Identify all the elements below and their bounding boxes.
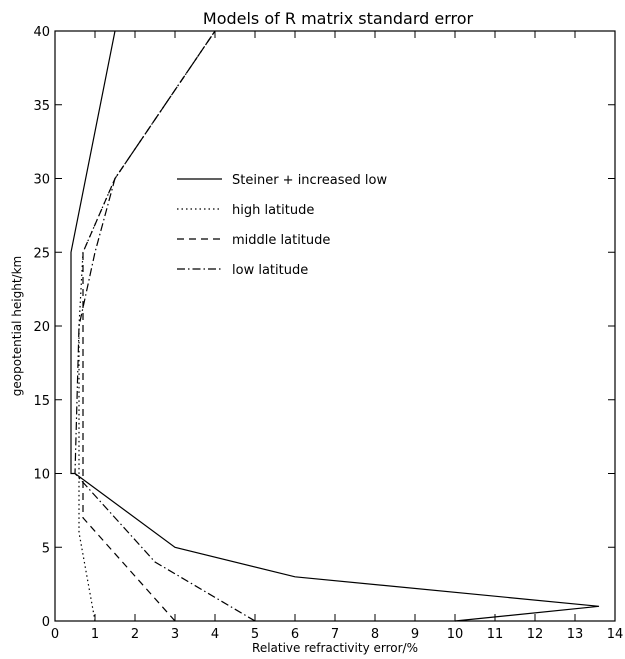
legend-label: high latitude bbox=[232, 203, 314, 218]
x-tick-label: 2 bbox=[131, 627, 139, 642]
x-tick-label: 5 bbox=[251, 627, 259, 642]
y-tick-label: 20 bbox=[33, 320, 50, 335]
legend: Steiner + increased low high latitude midd… bbox=[177, 173, 387, 278]
y-tick-label: 25 bbox=[33, 246, 50, 261]
legend-label: middle latitude bbox=[232, 233, 330, 248]
y-tick-label: 15 bbox=[33, 394, 50, 409]
series-line-dashdot bbox=[74, 30, 256, 622]
y-tick-label: 40 bbox=[33, 25, 50, 40]
y-tick-label: 5 bbox=[42, 541, 50, 556]
x-tick-label: 0 bbox=[51, 627, 59, 642]
y-tick-label: 10 bbox=[33, 468, 50, 483]
x-tick-label: 8 bbox=[371, 627, 379, 642]
series-line-dotted bbox=[78, 30, 216, 622]
x-tick-label: 14 bbox=[607, 627, 624, 642]
x-tick-label: 6 bbox=[291, 627, 299, 642]
x-tick-label: 11 bbox=[487, 627, 504, 642]
y-tick-label: 30 bbox=[33, 173, 50, 188]
legend-label: Steiner + increased low bbox=[232, 173, 387, 188]
plot-frame bbox=[54, 30, 616, 622]
x-tick-label: 10 bbox=[447, 627, 464, 642]
series-line-solid bbox=[70, 30, 600, 622]
legend-label: low latitude bbox=[232, 263, 308, 278]
x-tick-label: 12 bbox=[527, 627, 544, 642]
x-tick-label: 1 bbox=[91, 627, 99, 642]
y-axis-label: geopotential height/km bbox=[10, 256, 24, 396]
x-tick-label: 13 bbox=[567, 627, 584, 642]
y-tick-label: 0 bbox=[42, 615, 50, 630]
x-tick-label: 9 bbox=[411, 627, 419, 642]
x-tick-label: 3 bbox=[171, 627, 179, 642]
x-tick-label: 7 bbox=[331, 627, 339, 642]
series-layer bbox=[70, 30, 600, 622]
chart-title: Models of R matrix standard error bbox=[203, 9, 474, 28]
y-tick-label: 35 bbox=[33, 99, 50, 114]
x-axis-label: Relative refractivity error/% bbox=[252, 641, 418, 655]
x-tick-label: 4 bbox=[211, 627, 219, 642]
series-line-dashed bbox=[82, 30, 216, 622]
